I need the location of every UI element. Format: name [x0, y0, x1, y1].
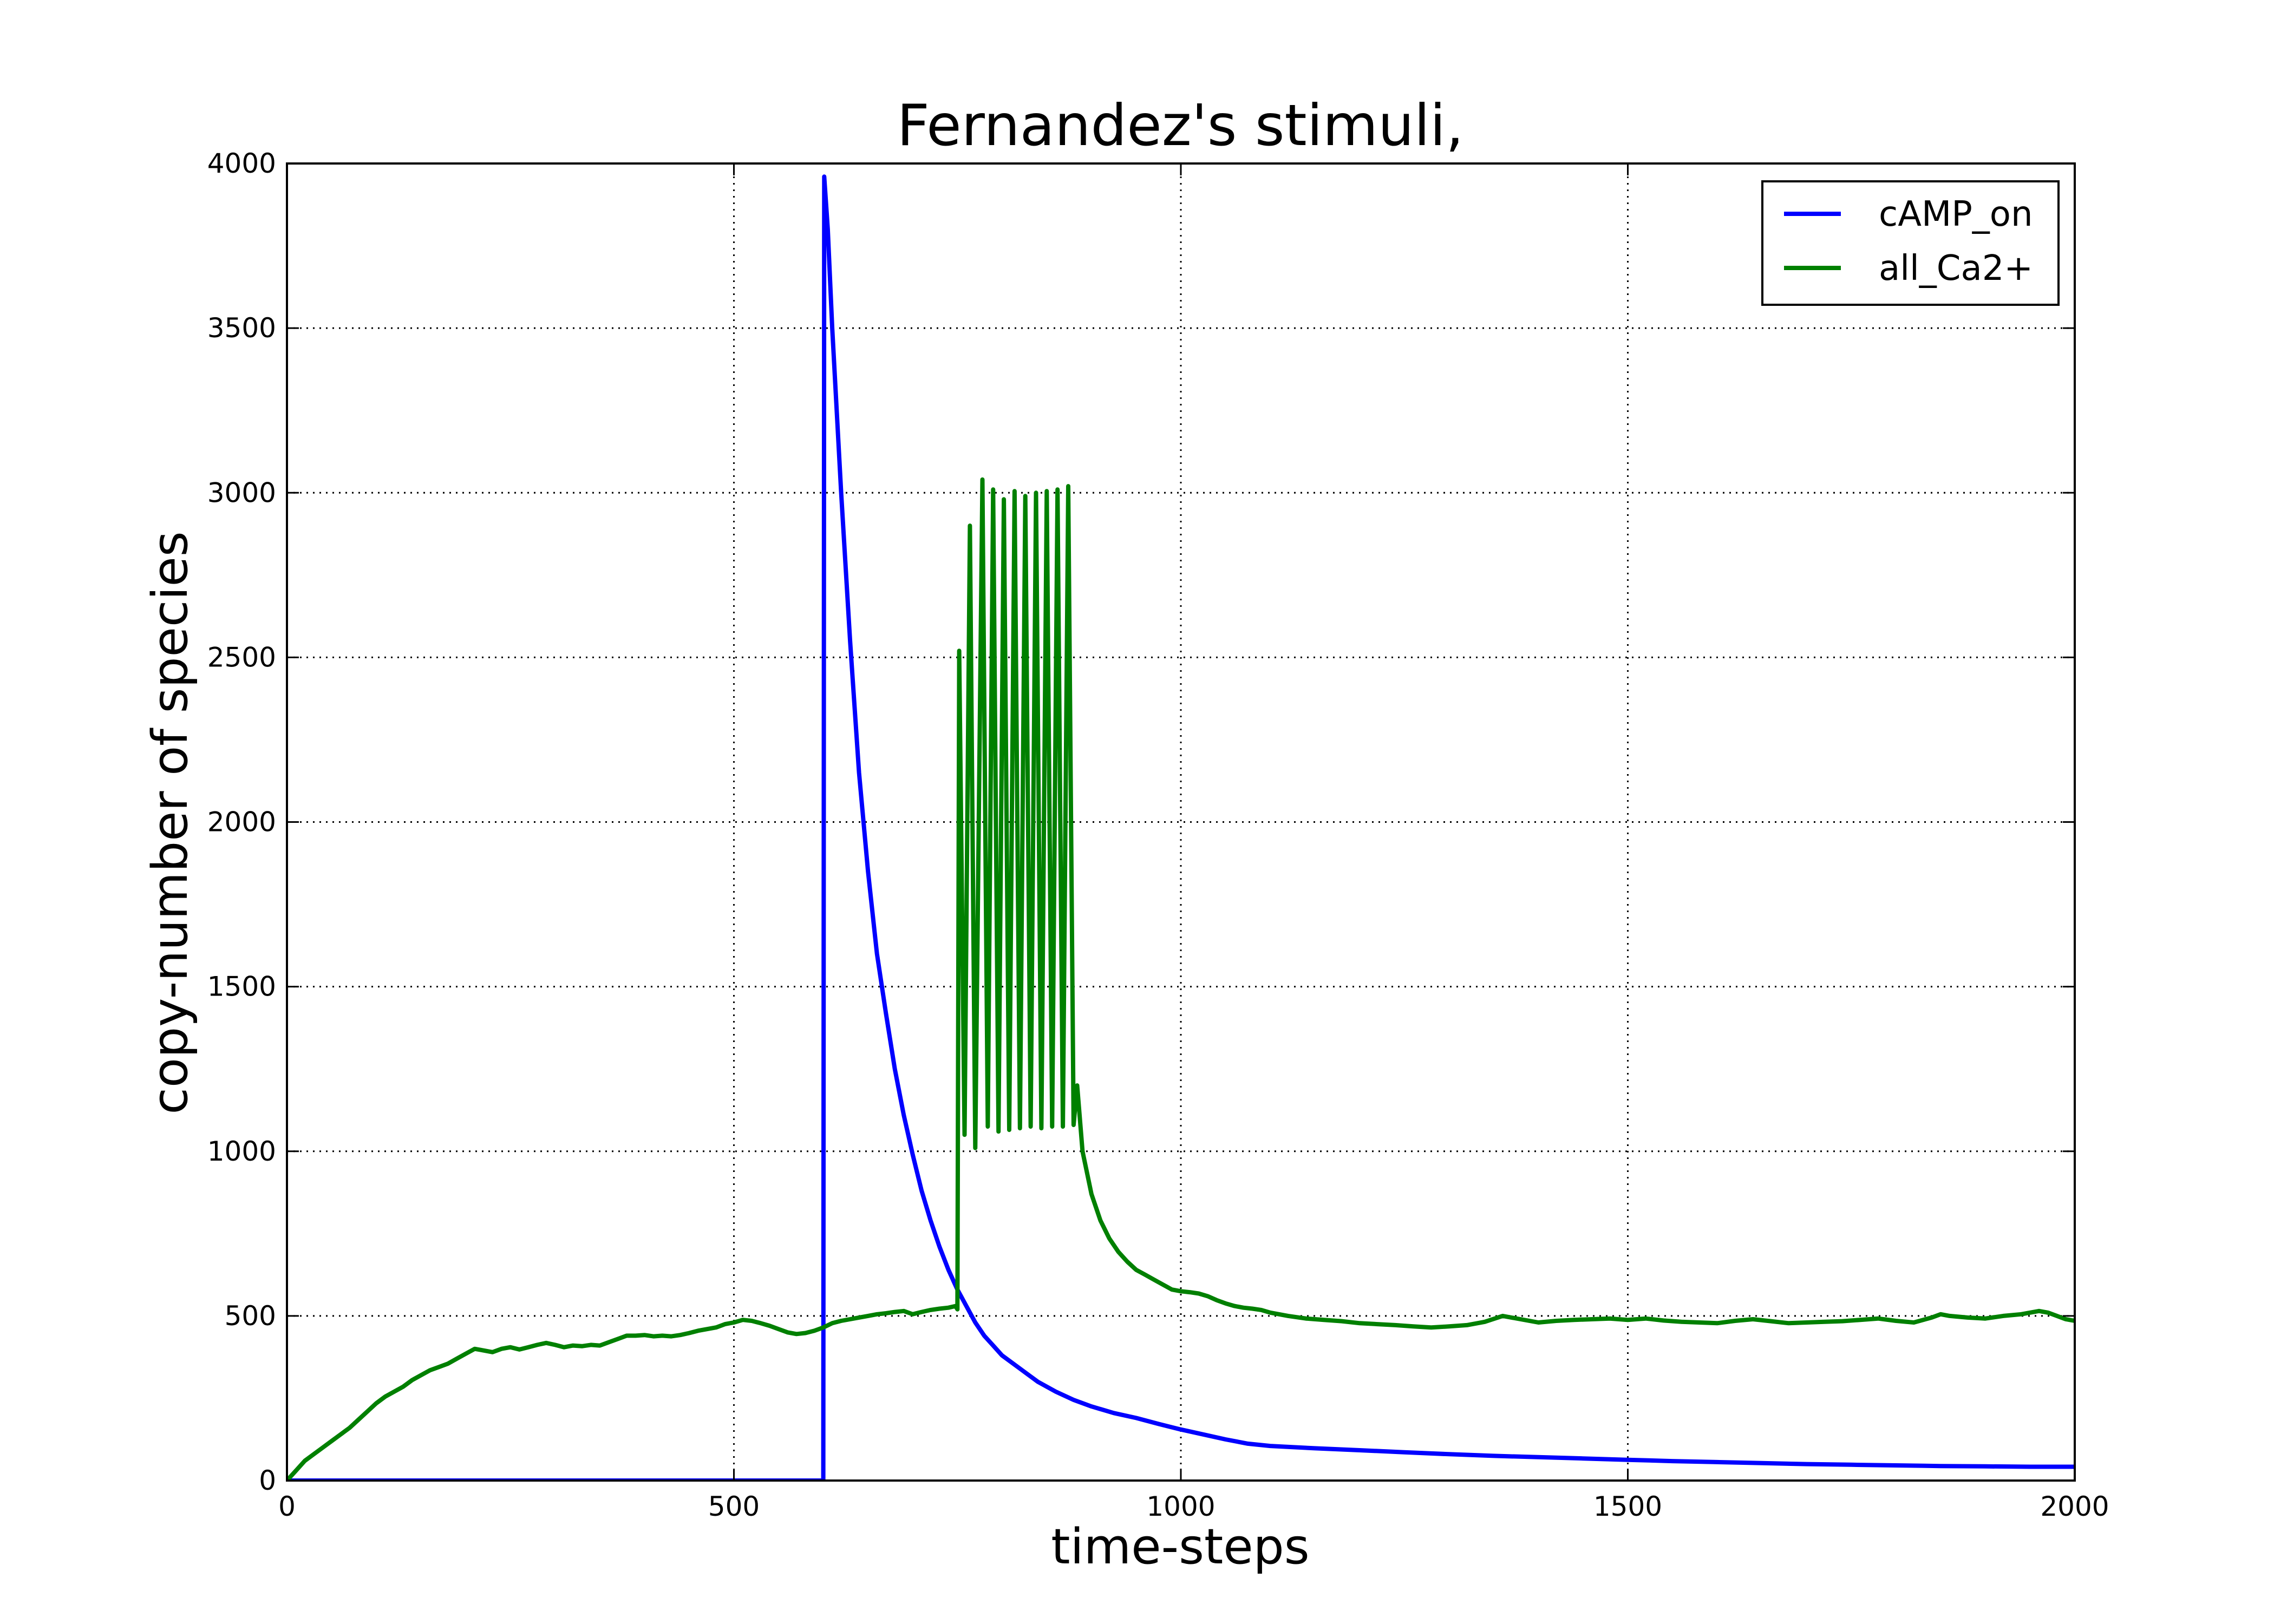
y-tick-label: 4000	[207, 148, 276, 179]
x-tick-label: 500	[708, 1491, 760, 1522]
legend-label: cAMP_on	[1879, 194, 2033, 234]
chart-title: Fernandez's stimuli,	[897, 93, 1464, 159]
legend: cAMP_on all_Ca2+	[1761, 180, 2060, 306]
x-axis-label: time-steps	[1051, 1518, 1309, 1575]
x-tick-label: 1500	[1593, 1491, 1662, 1522]
series-line-camp-on	[287, 174, 2075, 1481]
y-axis-label: copy-number of species	[142, 531, 199, 1114]
y-tick-label: 1500	[207, 971, 276, 1003]
y-tick-label: 500	[225, 1300, 276, 1332]
y-tick-label: 1000	[207, 1136, 276, 1167]
legend-box	[1761, 180, 2060, 306]
series-line-all-ca2-	[287, 477, 2075, 1481]
y-tick-label: 2000	[207, 807, 276, 838]
legend-label: all_Ca2+	[1879, 248, 2033, 289]
x-tick-label: 1000	[1146, 1491, 1215, 1522]
plot-area: 0 500 1000 1500 2000 0 500 1000 1500 2000 2500 3000…	[207, 148, 2109, 1522]
y-tick-label: 3000	[207, 477, 276, 508]
y-tick-label: 3500	[207, 312, 276, 344]
y-tick-label: 0	[259, 1465, 276, 1496]
y-tick-label: 2500	[207, 641, 276, 673]
x-tick-label: 2000	[2040, 1491, 2109, 1522]
x-tick-label: 0	[278, 1491, 296, 1522]
